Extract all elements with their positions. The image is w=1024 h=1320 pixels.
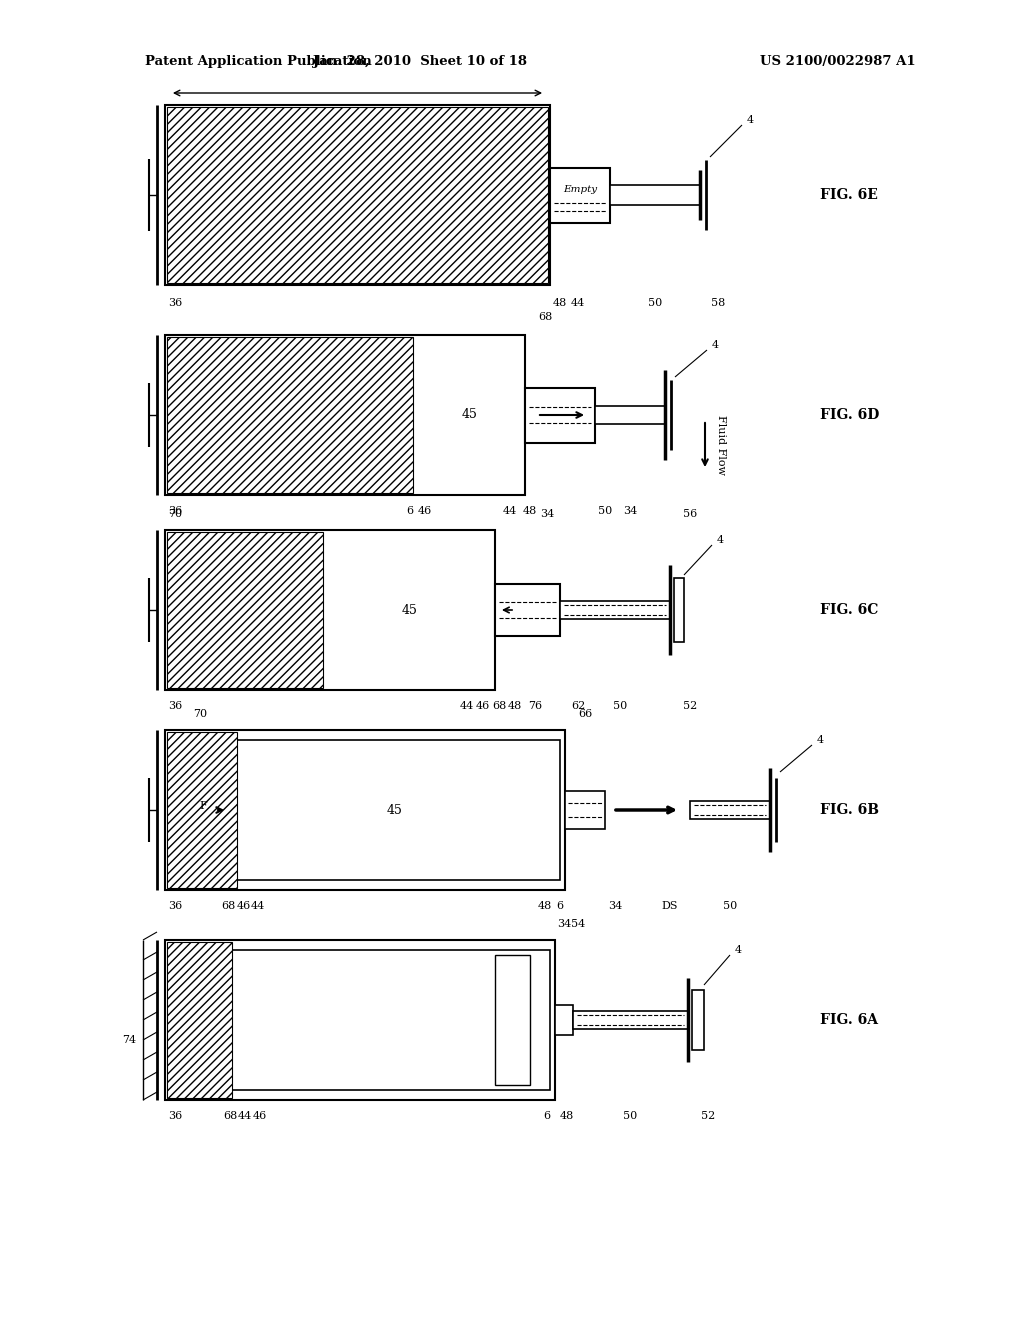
Bar [165,940,555,1100]
Bar [690,801,770,818]
Bar [167,107,548,282]
Text: 50: 50 [613,701,627,711]
Bar [230,741,560,880]
Bar [167,942,232,1098]
Text: 6: 6 [544,1111,551,1121]
Bar [573,1011,688,1030]
Text: 36: 36 [168,902,182,911]
Text: FIG. 6D: FIG. 6D [820,408,880,422]
Bar [565,791,605,829]
Text: Empty: Empty [563,186,597,194]
Text: 44: 44 [251,902,265,911]
Bar [165,531,495,690]
Text: 34: 34 [608,902,623,911]
Bar [560,601,670,619]
Bar [167,733,237,888]
Text: Patent Application Publication: Patent Application Publication [145,55,372,69]
Text: 48: 48 [523,506,538,516]
Text: 6: 6 [556,902,563,911]
Text: 34: 34 [623,506,637,516]
Text: FIG. 6B: FIG. 6B [820,803,879,817]
Text: F: F [199,801,207,810]
Text: Fluid Flow: Fluid Flow [716,414,726,475]
Bar [165,335,525,495]
Bar [555,1005,573,1035]
Bar [495,583,560,636]
Text: 4: 4 [734,945,741,954]
Bar [167,337,413,492]
Text: Jan. 28, 2010  Sheet 10 of 18: Jan. 28, 2010 Sheet 10 of 18 [313,55,527,69]
Text: 48: 48 [508,701,522,711]
Bar [595,407,665,424]
Text: 70: 70 [193,709,207,719]
Text: 50: 50 [598,506,612,516]
Bar [550,168,610,223]
Text: 46: 46 [476,701,490,711]
Text: 44: 44 [460,701,474,711]
Text: FIG. 6E: FIG. 6E [820,187,878,202]
Text: 36: 36 [168,701,182,711]
Text: 6: 6 [407,506,414,516]
Text: 52: 52 [683,701,697,711]
Bar [674,578,684,642]
Text: 4: 4 [717,535,724,545]
Text: 36: 36 [168,1111,182,1121]
Text: 4: 4 [746,115,754,125]
Text: 44: 44 [503,506,517,516]
Bar [167,532,323,688]
Text: 36: 36 [168,298,182,308]
Bar [165,730,565,890]
Bar [692,990,705,1049]
Bar [495,954,530,1085]
Text: 58: 58 [711,298,725,308]
Text: 48: 48 [560,1111,574,1121]
Text: 46: 46 [237,902,251,911]
Text: 45: 45 [462,408,478,421]
Text: 70: 70 [168,510,182,519]
Text: 34: 34 [557,919,571,929]
Bar [525,388,595,444]
Text: 68: 68 [538,312,552,322]
Text: 62: 62 [570,701,585,711]
Text: FIG. 6A: FIG. 6A [820,1012,878,1027]
Text: 68: 68 [221,902,236,911]
Bar [610,185,700,205]
Text: 45: 45 [402,603,418,616]
Text: 50: 50 [648,298,663,308]
Bar [225,950,550,1090]
Text: 44: 44 [570,298,585,308]
Text: 56: 56 [683,510,697,519]
Text: 66: 66 [578,709,592,719]
Bar [165,106,550,285]
Text: 52: 52 [700,1111,715,1121]
Text: 45: 45 [387,804,402,817]
Text: 68: 68 [492,701,506,711]
Text: 50: 50 [623,1111,637,1121]
Text: 74: 74 [122,1035,136,1045]
Text: 46: 46 [418,506,432,516]
Text: 48: 48 [538,902,552,911]
Text: FIG. 6C: FIG. 6C [820,603,879,616]
Text: 48: 48 [553,298,567,308]
Text: DS: DS [662,902,678,911]
Text: 68: 68 [223,1111,238,1121]
Text: 54: 54 [570,919,585,929]
Text: US 2100/0022987 A1: US 2100/0022987 A1 [760,55,915,69]
Text: 50: 50 [723,902,737,911]
Text: 34: 34 [540,510,554,519]
Text: 36: 36 [168,506,182,516]
Text: 46: 46 [253,1111,267,1121]
Text: 4: 4 [712,341,719,350]
Text: 76: 76 [528,701,542,711]
Text: 44: 44 [238,1111,252,1121]
Text: 4: 4 [816,735,823,744]
